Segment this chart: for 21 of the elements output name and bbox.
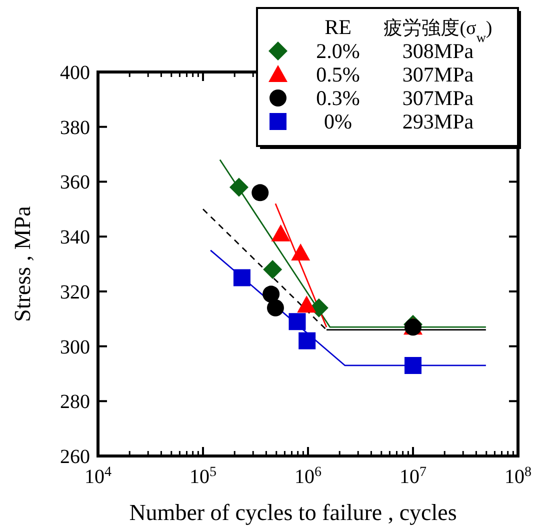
y-axis-title: Stress , MPa: [10, 206, 35, 322]
x-axis-title: Number of cycles to failure , cycles: [129, 500, 457, 525]
annotation: 307MPa: [402, 62, 474, 86]
y-tick-label: 320: [60, 281, 90, 304]
y-tick-label: 360: [60, 172, 90, 194]
legend-title: RE: [324, 15, 352, 39]
y-tick-label: 380: [60, 116, 90, 139]
legend-label: 0.5%: [316, 62, 360, 86]
x-tick-label: 10$^{6}$: [294, 464, 322, 488]
legend-label: 2.0%: [316, 39, 360, 63]
legend-label: 0%: [324, 110, 352, 134]
x-tick-label: 10$^{8}$: [504, 464, 532, 488]
x-tick-label: 10$^{7}$: [400, 464, 426, 488]
annotation: 293MPa: [402, 110, 474, 134]
annotation: 307MPa: [402, 86, 474, 110]
y-tick-label: 300: [60, 336, 90, 358]
y-tick-label: 400: [60, 62, 90, 84]
y-tick-label: 280: [60, 391, 90, 414]
x-tick-label: 10$^{5}$: [190, 464, 216, 488]
legend-label: 0.3%: [316, 86, 360, 110]
y-tick-label: 340: [60, 226, 90, 249]
